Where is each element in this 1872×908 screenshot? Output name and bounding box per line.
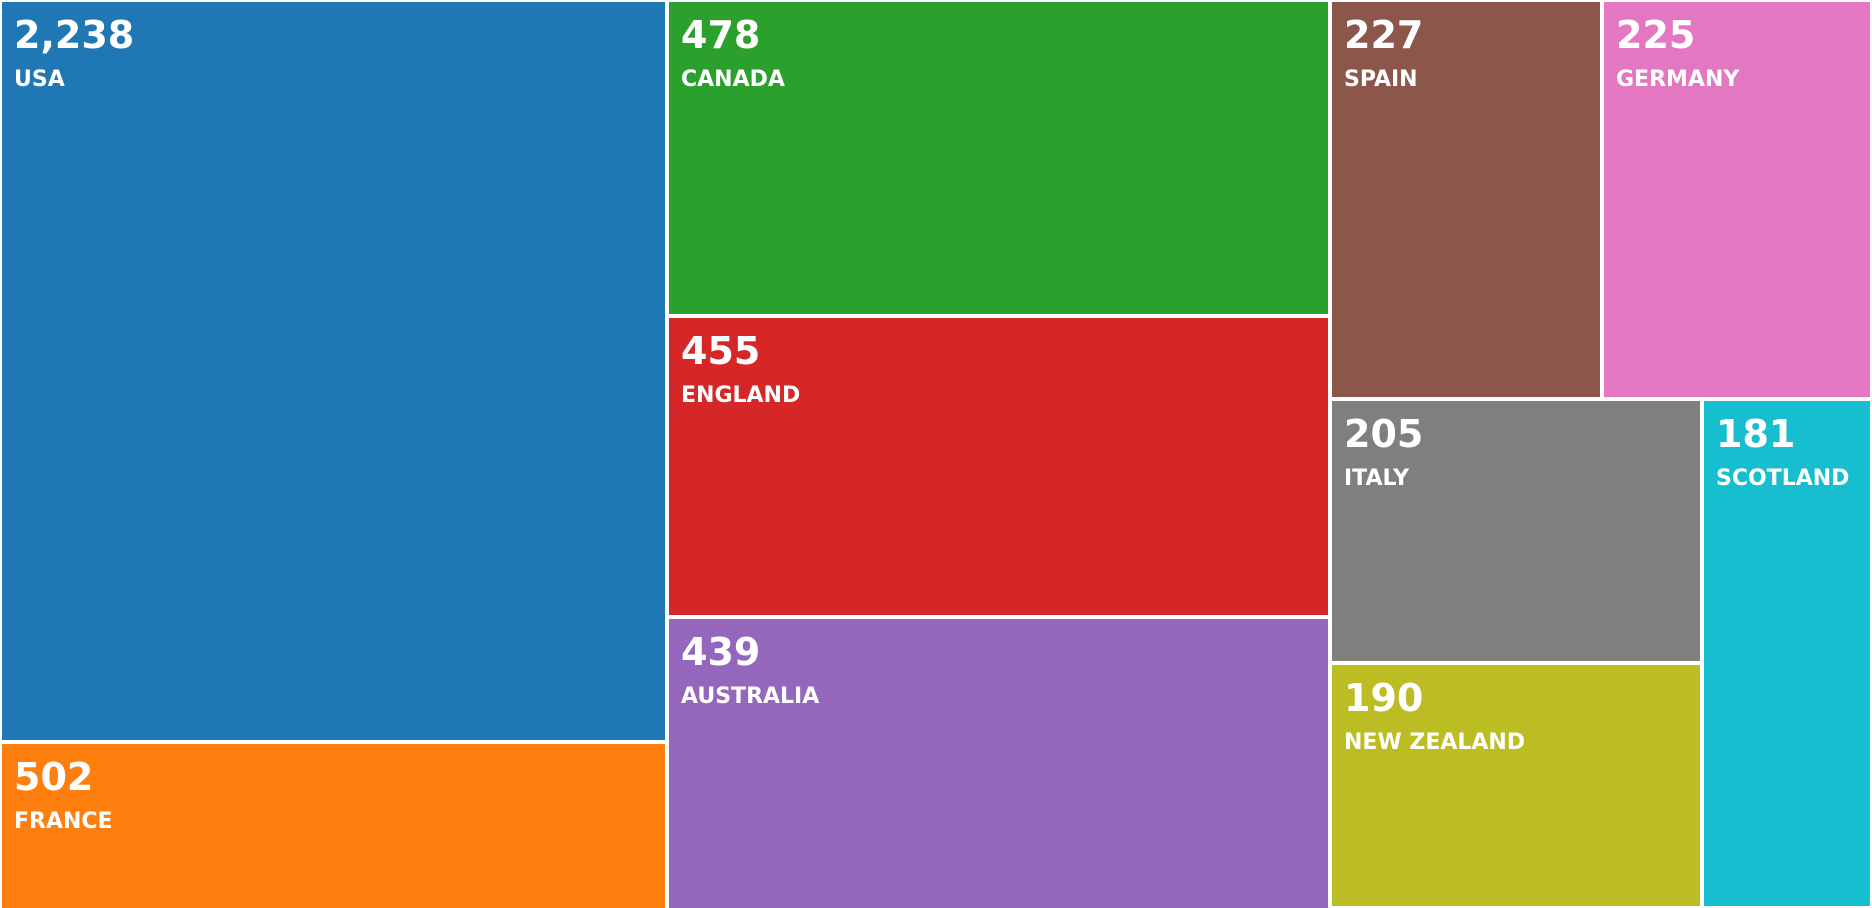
treemap-tile-new-zealand[interactable]: 190 NEW ZEALAND	[1332, 665, 1700, 906]
tile-label: CANADA	[681, 67, 785, 92]
tile-value: 439	[681, 630, 761, 674]
tile-label: NEW ZEALAND	[1344, 730, 1526, 755]
tile-value: 205	[1344, 412, 1424, 456]
tile-label: FRANCE	[14, 809, 113, 834]
tile-label: SPAIN	[1344, 67, 1418, 92]
treemap-tile-italy[interactable]: 205 ITALY	[1332, 401, 1700, 661]
treemap-tile-france[interactable]: 502 FRANCE	[2, 744, 665, 908]
tile-value: 190	[1344, 676, 1424, 720]
treemap-tile-scotland[interactable]: 181 SCOTLAND	[1704, 401, 1870, 906]
treemap-tile-canada[interactable]: 478 CANADA	[669, 2, 1328, 314]
tile-label: SCOTLAND	[1716, 466, 1850, 491]
tile-label: ENGLAND	[681, 383, 801, 408]
tile-value: 2,238	[14, 13, 135, 57]
tile-label: USA	[14, 67, 65, 92]
tile-value: 181	[1716, 412, 1796, 456]
tile-label: AUSTRALIA	[681, 684, 820, 709]
treemap-tile-australia[interactable]: 439 AUSTRALIA	[669, 619, 1328, 908]
tile-value: 227	[1344, 13, 1424, 57]
tile-value: 455	[681, 329, 761, 373]
tile-label: GERMANY	[1616, 67, 1740, 92]
tile-label: ITALY	[1344, 466, 1410, 491]
tile-value: 478	[681, 13, 761, 57]
treemap-tile-germany[interactable]: 225 GERMANY	[1604, 2, 1870, 397]
tile-value: 502	[14, 755, 94, 799]
tile-value: 225	[1616, 13, 1696, 57]
treemap-tile-spain[interactable]: 227 SPAIN	[1332, 2, 1600, 397]
treemap-tile-usa[interactable]: 2,238 USA	[2, 2, 665, 740]
treemap-tile-england[interactable]: 455 ENGLAND	[669, 318, 1328, 615]
